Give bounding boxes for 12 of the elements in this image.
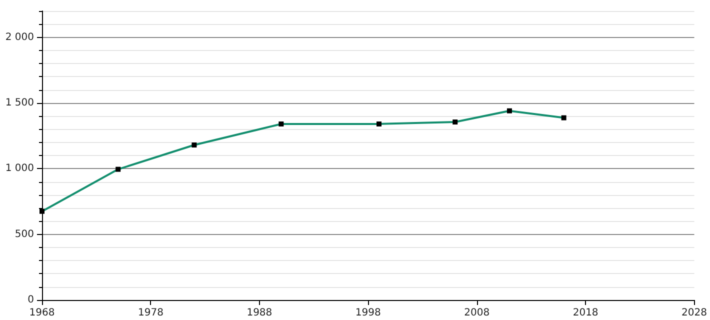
y-tick-label: 2 000 — [5, 32, 34, 43]
x-tick-label: 2028 — [682, 308, 707, 318]
y-tick-label: 500 — [14, 228, 34, 240]
x-tick-label: 1988 — [246, 308, 272, 318]
x-tick-label: 1998 — [355, 308, 381, 318]
y-tick-label: 0 — [28, 294, 34, 306]
y-tick-label: 1 500 — [5, 97, 34, 108]
y-tick-label: 1 000 — [5, 163, 34, 174]
x-tick-label: 1978 — [138, 308, 164, 318]
x-tick-label: 1968 — [29, 308, 55, 318]
x-tick-label: 2008 — [464, 308, 490, 318]
x-tick-label: 2018 — [572, 308, 598, 318]
